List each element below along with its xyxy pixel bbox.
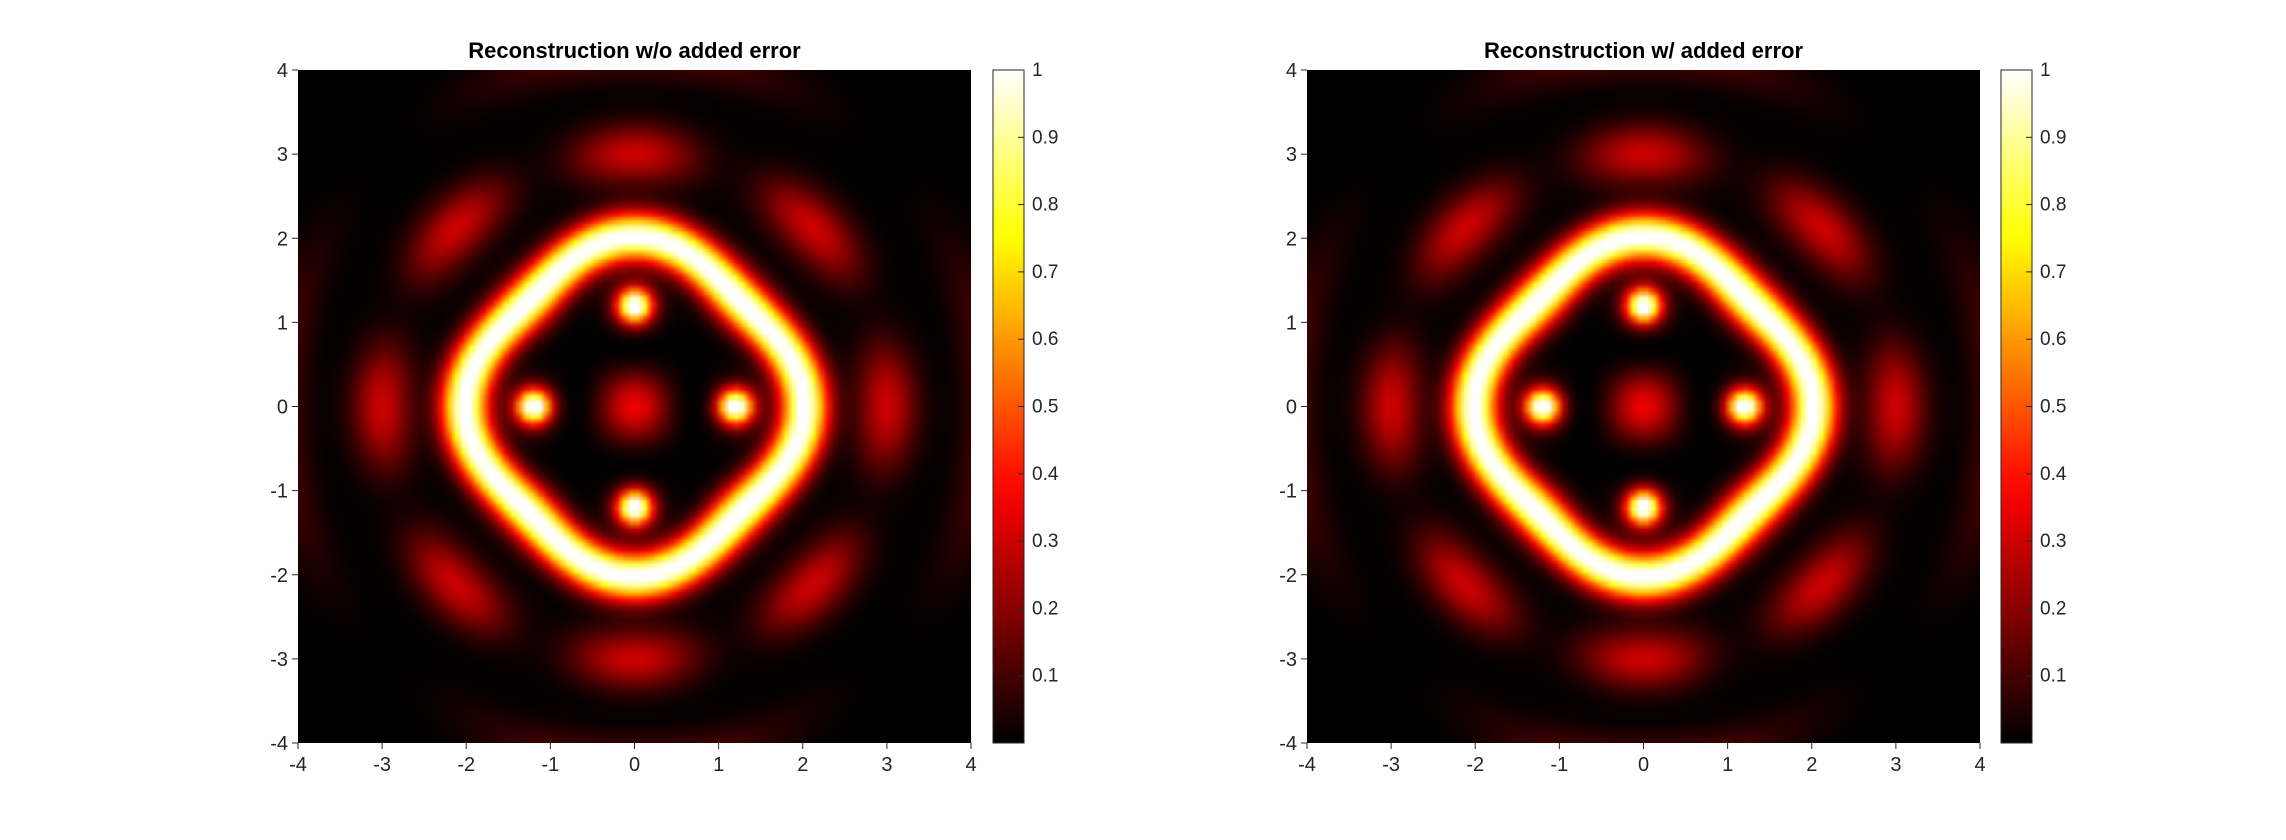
x-tick-label: -2	[457, 754, 475, 776]
x-tick-label: 1	[713, 754, 724, 776]
y-tick-label: 1	[1286, 312, 1297, 334]
y-tick-label: -3	[270, 649, 288, 671]
colorbar-tick-label: 0.8	[1032, 195, 1058, 216]
x-tick-label: 3	[881, 754, 892, 776]
x-tick-label: 2	[1806, 754, 1817, 776]
colorbar-tick-label: 0.6	[2040, 329, 2066, 350]
colorbar-tick-label: 0.1	[2040, 666, 2066, 687]
colorbar-tick-label: 1	[2040, 60, 2051, 81]
y-tick-label: -4	[270, 733, 288, 755]
x-tick-label: 1	[1722, 754, 1733, 776]
colorbar-tick-label: 0.2	[2040, 598, 2066, 619]
colorbar	[992, 69, 1025, 744]
y-tick-label: -1	[270, 481, 288, 503]
colorbar-tick-label: 0.4	[2040, 464, 2067, 485]
y-tick-label: 4	[277, 60, 288, 82]
colorbar-tick-label: 0.1	[1032, 666, 1058, 687]
colorbar-tick-label: 0.5	[1032, 397, 1058, 418]
x-tick-label: -3	[1382, 754, 1400, 776]
colorbar-tick-label: 1	[1032, 60, 1043, 81]
x-tick-label: 0	[1638, 754, 1649, 776]
y-tick-label: -1	[1279, 481, 1297, 503]
y-tick-label: 4	[1286, 60, 1297, 82]
colorbar-tick-label: 0.3	[2040, 531, 2066, 552]
x-tick-label: 3	[1890, 754, 1901, 776]
x-tick-label: 4	[1974, 754, 1985, 776]
chart-title: Reconstruction w/ added error	[1484, 38, 1803, 63]
y-tick-label: 0	[1286, 397, 1297, 419]
x-tick-label: 4	[965, 754, 976, 776]
y-tick-label: 0	[277, 397, 288, 419]
colorbar-tick-label: 0.2	[1032, 598, 1058, 619]
x-tick-label: 2	[797, 754, 808, 776]
colorbar-tick-label: 0.9	[2040, 127, 2066, 148]
x-tick-label: -4	[289, 754, 307, 776]
y-tick-label: 1	[277, 312, 288, 334]
x-tick-label: -1	[541, 754, 559, 776]
x-tick-label: -2	[1466, 754, 1484, 776]
x-tick-label: -3	[373, 754, 391, 776]
x-tick-label: -1	[1550, 754, 1568, 776]
colorbar-tick-label: 0.7	[2040, 262, 2066, 283]
colorbar-tick-label: 0.5	[2040, 397, 2066, 418]
colorbar-tick-label: 0.6	[1032, 329, 1058, 350]
intensity-map	[298, 70, 971, 743]
colorbar-tick-label: 0.3	[1032, 531, 1058, 552]
colorbar-tick-label: 0.7	[1032, 262, 1058, 283]
y-tick-label: 2	[277, 228, 288, 250]
x-tick-label: 0	[629, 754, 640, 776]
x-tick-label: -4	[1298, 754, 1316, 776]
y-tick-label: 3	[1286, 144, 1297, 166]
colorbar-tick-label: 0.9	[1032, 127, 1058, 148]
y-tick-label: -2	[270, 565, 288, 587]
y-tick-label: -4	[1279, 733, 1297, 755]
y-tick-label: -3	[1279, 649, 1297, 671]
colorbar-tick-label: 0.8	[2040, 195, 2066, 216]
intensity-map	[1307, 70, 1980, 743]
y-tick-label: -2	[1279, 565, 1297, 587]
colorbar-tick-label: 0.4	[1032, 464, 1059, 485]
chart-title: Reconstruction w/o added error	[468, 38, 801, 63]
y-tick-label: 3	[277, 144, 288, 166]
y-tick-label: 2	[1286, 228, 1297, 250]
